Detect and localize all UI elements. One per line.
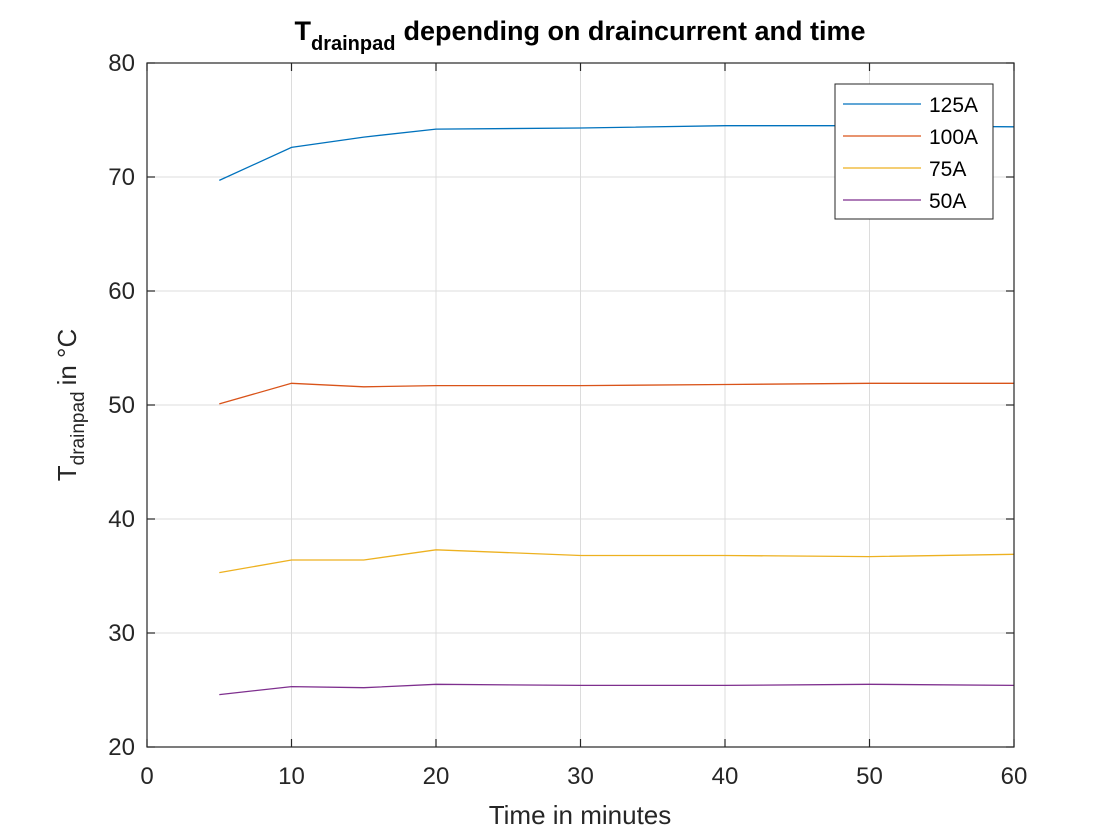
ylabel-base: T	[52, 465, 82, 481]
x-tick-label: 10	[278, 763, 305, 790]
series-line-50a	[219, 683, 1015, 696]
x-tick-label: 60	[1001, 763, 1028, 790]
legend-item-75a: 75A	[843, 158, 966, 181]
legend-label: 100A	[929, 126, 978, 149]
y-tick-label: 60	[108, 278, 135, 305]
x-tick-label: 40	[712, 763, 739, 790]
series-line-100a	[219, 382, 1014, 405]
ylabel-rest: in °C	[52, 329, 82, 386]
title-base: T	[295, 16, 312, 46]
x-tick-label: 20	[423, 763, 450, 790]
x-tick-label: 50	[856, 763, 883, 790]
ticks: 0 10 20 30 40 50 60 20 30 40 50 60 70 80	[108, 50, 1027, 790]
title-subscript: drainpad	[311, 33, 395, 55]
legend-label: 125A	[929, 94, 978, 117]
chart-title: Tdrainpad depending on draincurrent and t…	[295, 16, 866, 55]
y-tick-label: 50	[108, 392, 135, 419]
legend-item-100a: 100A	[843, 126, 978, 149]
x-axis-label: Time in minutes	[489, 800, 672, 830]
legend-item-125a: 125A	[843, 94, 978, 117]
legend-label: 50A	[929, 190, 966, 213]
y-tick-label: 20	[108, 734, 135, 761]
legend-label: 75A	[929, 158, 966, 181]
ylabel-subscript: drainpad	[68, 391, 89, 465]
x-tick-label: 30	[567, 763, 594, 790]
y-tick-label: 40	[108, 506, 135, 533]
legend-box	[834, 83, 994, 220]
legend-item-50a: 50A	[843, 190, 966, 213]
y-axis-label: Tdrainpad in °C	[52, 329, 89, 481]
y-tick-label: 70	[108, 164, 135, 191]
x-tick-label: 0	[140, 763, 153, 790]
title-rest: depending on draincurrent and time	[403, 16, 865, 46]
legend: 125A 100A 75A 50A	[834, 83, 994, 220]
y-tick-label: 30	[108, 620, 135, 647]
y-tick-label: 80	[108, 50, 135, 77]
series-line-75a	[219, 549, 1015, 574]
